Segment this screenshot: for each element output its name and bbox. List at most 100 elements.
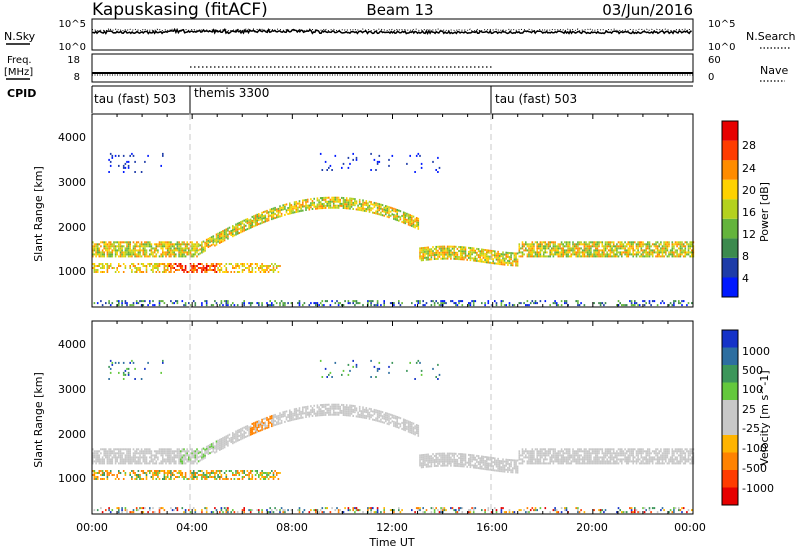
- power-cell: [570, 255, 573, 258]
- power-cell: [424, 246, 426, 249]
- power-cell: [225, 302, 228, 305]
- velocity-cell: [352, 415, 354, 417]
- velocity-cell: [539, 450, 542, 453]
- velocity-cell: [147, 511, 149, 514]
- velocity-cell: [160, 454, 162, 457]
- velocity-cell: [362, 416, 364, 419]
- power-cell: [98, 247, 101, 250]
- power-cell: [196, 243, 198, 246]
- power-cell: [586, 255, 589, 258]
- power-cell: [586, 243, 589, 246]
- power-cell: [93, 265, 96, 267]
- velocity-cell: [155, 460, 158, 463]
- power-cell: [573, 243, 576, 246]
- power-cell: [355, 156, 358, 159]
- velocity-cell: [246, 474, 249, 476]
- velocity-cell: [184, 458, 187, 461]
- power-cell: [445, 249, 447, 252]
- velocity-cell: [145, 462, 148, 465]
- velocity-cell: [217, 476, 219, 478]
- power-cell: [614, 253, 617, 256]
- power-cell: [243, 265, 245, 267]
- velocity-cell: [451, 507, 454, 510]
- velocity-cell: [210, 445, 213, 448]
- power-cell: [184, 265, 187, 267]
- velocity-cell: [238, 434, 241, 437]
- velocity-cell: [497, 469, 499, 472]
- power-cell: [168, 255, 171, 258]
- power-colorbar-swatch: [722, 277, 738, 297]
- power-cell: [223, 239, 226, 242]
- power-cell: [139, 253, 141, 256]
- power-cell: [339, 204, 341, 207]
- power-cell: [507, 259, 509, 262]
- velocity-cell: [192, 478, 195, 480]
- power-cell: [440, 257, 442, 260]
- power-cell: [637, 253, 639, 256]
- velocity-cell: [272, 418, 275, 421]
- power-cell: [417, 227, 420, 230]
- power-cell: [163, 263, 166, 265]
- velocity-cell: [243, 426, 245, 429]
- power-cell: [678, 255, 680, 258]
- power-cell: [267, 271, 270, 273]
- velocity-cell: [394, 421, 397, 424]
- power-cell: [166, 241, 169, 244]
- power-cell: [153, 251, 156, 254]
- velocity-cell: [515, 463, 517, 466]
- power-cell: [223, 237, 226, 240]
- power-cell: [442, 245, 444, 248]
- power-cell: [469, 251, 472, 254]
- power-cell: [539, 245, 542, 248]
- velocity-cell: [536, 509, 538, 512]
- velocity-cell: [516, 471, 519, 474]
- power-colorbar-swatch: [722, 257, 738, 278]
- power-cell: [157, 269, 159, 271]
- velocity-cell: [523, 509, 525, 512]
- velocity-cell: [471, 456, 473, 459]
- power-cell: [529, 247, 532, 250]
- velocity-cell: [432, 459, 434, 462]
- power-cell: [674, 251, 677, 254]
- power-cell: [552, 302, 555, 305]
- power-cell: [178, 255, 180, 258]
- velocity-cell: [139, 452, 141, 455]
- velocity-cell: [249, 472, 252, 474]
- velocity-cell: [427, 453, 429, 456]
- power-cell: [184, 269, 187, 271]
- velocity-cell: [126, 458, 128, 461]
- velocity-cell: [108, 509, 110, 512]
- velocity-cell: [194, 476, 197, 478]
- power-cell: [153, 304, 156, 307]
- power-cell: [272, 271, 275, 273]
- power-cell: [126, 245, 128, 248]
- power-cell: [632, 245, 634, 248]
- velocity-cell: [219, 444, 221, 447]
- velocity-cell: [127, 460, 130, 463]
- power-cell: [401, 220, 403, 223]
- velocity-cell: [254, 474, 257, 476]
- velocity-cell: [171, 456, 174, 459]
- velocity-cell: [233, 441, 236, 444]
- power-cell: [319, 302, 322, 305]
- power-cell: [95, 251, 97, 254]
- power-cell: [368, 300, 371, 303]
- power-colorbar-swatch: [722, 199, 738, 219]
- velocity-cell: [345, 412, 348, 415]
- velocity-cell: [114, 361, 117, 364]
- power-cell: [551, 241, 553, 244]
- velocity-cell: [350, 410, 353, 413]
- power-cell: [552, 243, 555, 246]
- power-cell: [127, 245, 130, 248]
- power-cell: [521, 245, 524, 248]
- power-cell: [261, 213, 263, 216]
- power-cell: [109, 304, 112, 307]
- power-cell: [547, 247, 550, 250]
- power-cell: [227, 300, 229, 303]
- power-cell: [645, 247, 647, 250]
- velocity-cell: [119, 452, 122, 455]
- velocity-cell: [398, 422, 400, 425]
- velocity-cell: [217, 441, 219, 444]
- velocity-cell: [109, 448, 112, 451]
- velocity-cell: [404, 425, 407, 428]
